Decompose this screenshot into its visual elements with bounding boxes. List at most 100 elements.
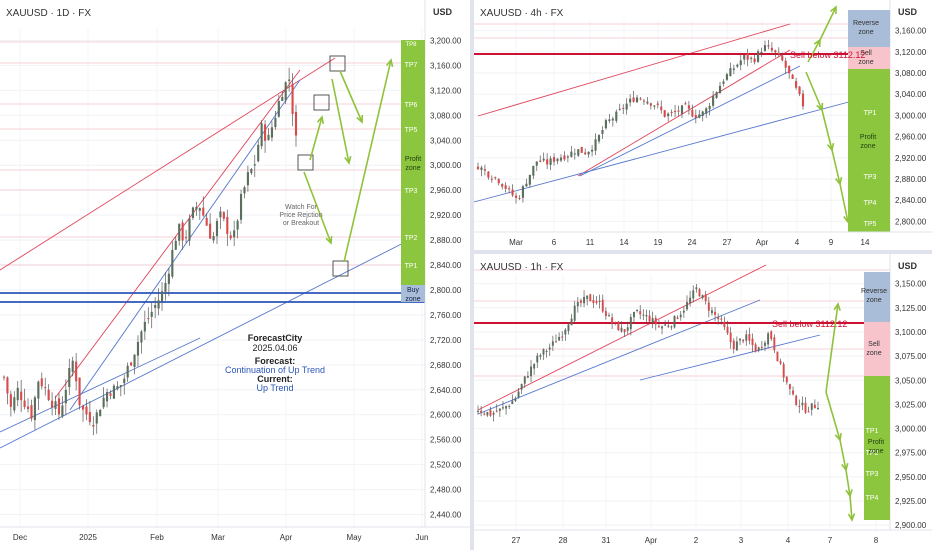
candle-body xyxy=(178,223,181,241)
price-tick-label: 2,900.00 xyxy=(895,521,927,530)
candle-body xyxy=(804,402,807,413)
candle-body xyxy=(718,85,722,94)
candle-body xyxy=(212,236,215,241)
candle-body xyxy=(813,404,816,409)
candle-body xyxy=(604,120,607,129)
candle-body xyxy=(281,96,284,102)
h1-tp-label: TP3 xyxy=(866,471,879,478)
candle-body xyxy=(782,364,785,378)
daily-chart-panel[interactable]: 3,200.00 3,160.00 3,120.00 3,080.00 3,040.00… xyxy=(0,0,470,550)
daily-time-ticks: Dec 2025 Feb Mar Apr May Jun xyxy=(13,533,429,542)
h4-zone-column: Reverse zone Sell zone TP1 TP3 TP4 TP5 Profit zon… xyxy=(848,10,890,232)
candle-body xyxy=(577,149,580,156)
h4-gridlines xyxy=(474,20,890,232)
candle-body xyxy=(68,367,71,388)
h1-chart-panel[interactable]: 3,150.00 3,125.00 3,100.00 3,075.00 3,050.00… xyxy=(474,254,932,550)
price-tick-label: 2,920.00 xyxy=(430,211,462,220)
candle-body xyxy=(742,339,745,342)
price-tick-label: 3,200.00 xyxy=(430,36,462,45)
h4-chart-panel[interactable]: 3,160.00 3,120.00 3,080.00 3,040.00 3,000.00… xyxy=(473,0,932,250)
forecast-brand: ForecastCity xyxy=(248,333,303,343)
candle-body xyxy=(583,296,586,304)
candle-body xyxy=(592,300,595,304)
h4-price-axis[interactable] xyxy=(890,0,932,232)
candle-body xyxy=(781,55,784,61)
candle-body xyxy=(291,83,294,115)
candle-body xyxy=(150,311,153,317)
candle-body xyxy=(618,108,621,110)
candle-body xyxy=(629,98,632,103)
h4-arrow-up-2 xyxy=(819,6,837,41)
h4-channel-lower xyxy=(577,49,791,177)
candle-body xyxy=(597,135,601,142)
candle-body xyxy=(109,393,112,396)
h4-reverse-zone-label: Reverse xyxy=(853,20,879,27)
candle-body xyxy=(692,290,695,299)
candle-body xyxy=(705,108,708,114)
candle-body xyxy=(664,324,667,326)
candle-body xyxy=(617,321,620,331)
candle-body xyxy=(480,410,483,413)
candle-body xyxy=(123,378,126,384)
candle-body xyxy=(539,160,542,162)
candle-body xyxy=(807,411,810,413)
h4-arrow-up-2-head xyxy=(830,5,837,15)
panel-separator-vertical[interactable] xyxy=(470,0,474,550)
candle-body xyxy=(181,222,184,241)
candle-body xyxy=(767,333,770,345)
h1-reverse-zone-label: Reverse xyxy=(861,288,887,295)
candle-body xyxy=(16,387,19,401)
candle-body xyxy=(673,315,676,328)
h1-price-axis[interactable] xyxy=(890,254,932,530)
candle-body xyxy=(579,300,582,303)
price-tick-label: 2,880.00 xyxy=(430,236,462,245)
candle-body xyxy=(511,189,514,196)
candle-body xyxy=(533,363,536,369)
price-tick-label: 2,920.00 xyxy=(895,154,927,163)
candle-body xyxy=(198,208,201,211)
candle-body xyxy=(677,110,680,112)
candle-body xyxy=(564,329,567,335)
h1-title: XAUUSD · 1h · FX xyxy=(480,262,564,273)
price-tick-label: 2,560.00 xyxy=(430,436,462,445)
candle-body xyxy=(236,220,239,230)
daily-price-axis[interactable] xyxy=(425,0,470,527)
candle-body xyxy=(284,82,287,101)
profit-zone-label: zone xyxy=(405,165,420,172)
candle-body xyxy=(2,376,6,378)
candle-body xyxy=(717,316,720,320)
candle-body xyxy=(776,351,779,362)
candle-body xyxy=(528,174,531,185)
candle-body xyxy=(729,68,732,77)
candle-body xyxy=(622,107,625,109)
candle-body xyxy=(209,223,212,239)
candle-body xyxy=(629,317,632,330)
h4-reverse-zone-bar xyxy=(848,10,890,47)
forecast-date: 2025.04.06 xyxy=(252,343,297,353)
time-tick-label: 2 xyxy=(694,536,699,545)
candle-body xyxy=(729,332,732,343)
candle-body xyxy=(632,97,635,102)
candle-body xyxy=(656,103,659,105)
candle-body xyxy=(552,157,556,162)
candle-body xyxy=(645,315,648,317)
candle-body xyxy=(651,318,654,323)
candle-body xyxy=(171,250,174,277)
time-tick-label: 24 xyxy=(688,238,697,247)
forecast-arrow-down-2-head xyxy=(344,156,352,165)
trendline-shallow xyxy=(0,231,426,449)
h1-tp-label: TP2 xyxy=(866,450,879,457)
candle-body xyxy=(185,237,188,239)
candle-body xyxy=(61,405,64,417)
price-tick-label: 3,040.00 xyxy=(430,136,462,145)
h4-tp-label: TP1 xyxy=(864,110,877,117)
candle-body xyxy=(147,318,150,320)
h4-arrow-up-1 xyxy=(807,39,821,63)
candle-body xyxy=(498,408,501,411)
time-tick-label: Mar xyxy=(211,533,225,542)
candle-body xyxy=(219,211,222,218)
panel-separator-horizontal[interactable] xyxy=(474,250,932,254)
candle-body xyxy=(604,311,607,316)
forecast-arrow-down-3-head xyxy=(325,235,333,245)
